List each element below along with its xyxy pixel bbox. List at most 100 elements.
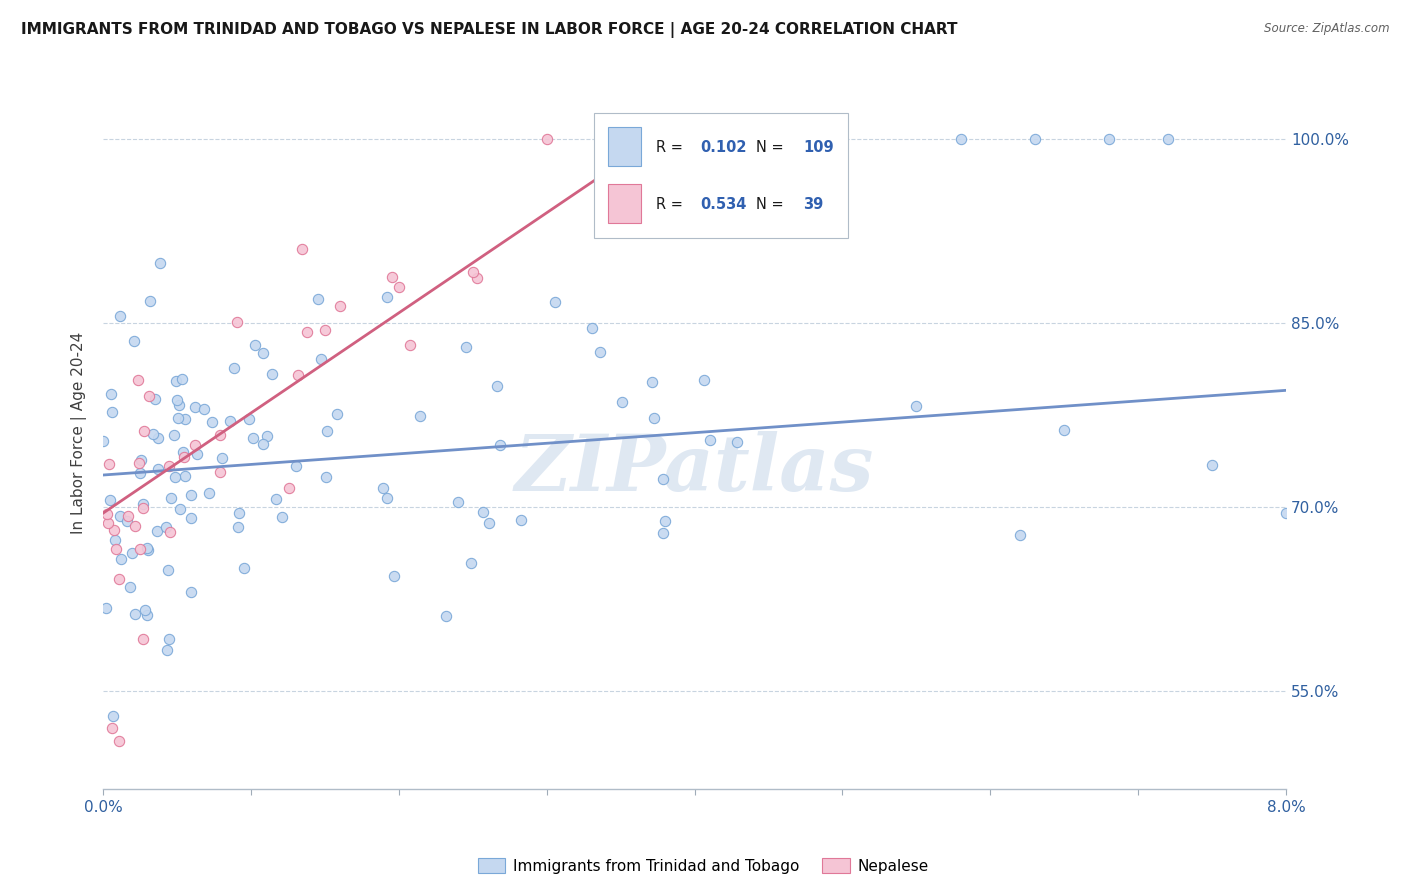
Point — [101, 708, 124, 723]
Point — [381, 270, 404, 285]
Point — [295, 325, 318, 339]
Point — [166, 392, 188, 407]
Point — [148, 462, 170, 476]
Point — [198, 486, 221, 500]
FancyBboxPatch shape — [609, 128, 641, 167]
Point — [233, 561, 256, 575]
Point — [96, 600, 118, 615]
Point — [107, 733, 129, 747]
Text: R =: R = — [655, 196, 688, 211]
Point — [134, 424, 156, 438]
Point — [124, 607, 146, 621]
Point — [155, 643, 177, 657]
Point — [132, 497, 155, 511]
Point — [180, 510, 202, 524]
Point — [159, 525, 181, 540]
Point — [128, 541, 150, 556]
Point — [488, 438, 510, 452]
Point — [138, 389, 160, 403]
Point — [108, 309, 131, 323]
Point — [169, 502, 191, 516]
Point — [97, 458, 120, 472]
Point — [238, 412, 260, 426]
Point — [287, 368, 309, 382]
Point — [115, 514, 138, 528]
Point — [612, 395, 634, 409]
Point — [1097, 132, 1119, 146]
Point — [949, 132, 972, 146]
Text: Source: ZipAtlas.com: Source: ZipAtlas.com — [1264, 22, 1389, 36]
Point — [398, 338, 420, 352]
Point — [252, 345, 274, 359]
Point — [388, 279, 411, 293]
Text: N =: N = — [756, 196, 789, 211]
Point — [160, 491, 183, 505]
Point — [110, 552, 132, 566]
Point — [105, 541, 128, 556]
Point — [101, 405, 124, 419]
Point — [316, 425, 339, 439]
Point — [262, 368, 284, 382]
Point — [536, 132, 558, 146]
Point — [96, 507, 118, 521]
Point — [478, 516, 501, 530]
Point — [186, 447, 208, 461]
Point — [315, 470, 337, 484]
Point — [409, 409, 432, 424]
Point — [108, 508, 131, 523]
Point — [157, 459, 180, 474]
Point — [124, 518, 146, 533]
Point — [652, 526, 675, 541]
Point — [129, 467, 152, 481]
Point — [461, 265, 484, 279]
Point — [226, 520, 249, 534]
Point — [434, 608, 457, 623]
Point — [142, 426, 165, 441]
Point — [103, 523, 125, 537]
Point — [149, 256, 172, 270]
Point — [471, 505, 494, 519]
Point — [183, 400, 205, 414]
Text: 39: 39 — [803, 196, 824, 211]
Point — [122, 334, 145, 349]
Point — [382, 569, 405, 583]
Point — [131, 500, 153, 515]
Point — [173, 450, 195, 464]
Point — [329, 300, 352, 314]
Point — [454, 340, 477, 354]
Point — [589, 344, 612, 359]
Point — [146, 431, 169, 445]
Point — [117, 508, 139, 523]
Point — [377, 491, 399, 505]
Point — [291, 242, 314, 256]
Point — [163, 470, 186, 484]
Point — [165, 374, 187, 388]
Point — [120, 580, 142, 594]
Text: 0.534: 0.534 — [700, 196, 747, 211]
FancyBboxPatch shape — [595, 113, 848, 237]
Point — [180, 488, 202, 502]
Point — [277, 481, 299, 495]
Point — [219, 414, 242, 428]
Point — [222, 361, 245, 376]
Point — [1201, 458, 1223, 472]
Point — [228, 506, 250, 520]
Point — [134, 603, 156, 617]
Point — [201, 416, 224, 430]
Point — [543, 294, 565, 309]
Point — [609, 169, 631, 183]
Point — [725, 434, 748, 449]
Point — [143, 392, 166, 407]
Point — [128, 456, 150, 470]
Point — [654, 132, 676, 146]
Point — [225, 315, 247, 329]
Point — [211, 451, 233, 466]
Point — [131, 453, 153, 467]
Point — [375, 290, 398, 304]
Point — [100, 387, 122, 401]
Legend: Immigrants from Trinidad and Tobago, Nepalese: Immigrants from Trinidad and Tobago, Nep… — [471, 852, 935, 880]
Point — [121, 545, 143, 559]
Point — [486, 378, 509, 392]
Text: 109: 109 — [803, 140, 834, 154]
Point — [1053, 423, 1076, 437]
